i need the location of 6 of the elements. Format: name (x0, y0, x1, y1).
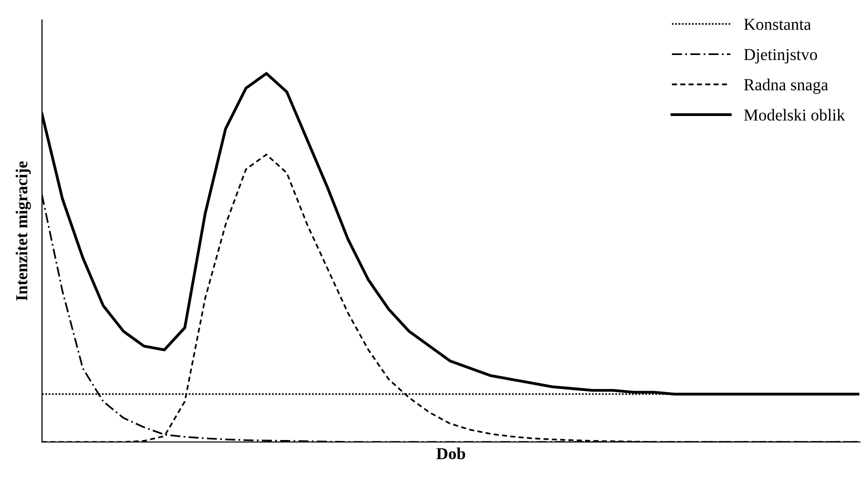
legend-label: Konstanta (744, 18, 811, 30)
y-axis-title: Intenzitet migracije (16, 161, 31, 301)
legend-label: Radna snaga (744, 78, 828, 94)
legend-label: Modelski oblik (744, 108, 845, 121)
legend-label: Djetinjstvo (744, 48, 818, 64)
x-axis-title: Dob (436, 448, 466, 460)
